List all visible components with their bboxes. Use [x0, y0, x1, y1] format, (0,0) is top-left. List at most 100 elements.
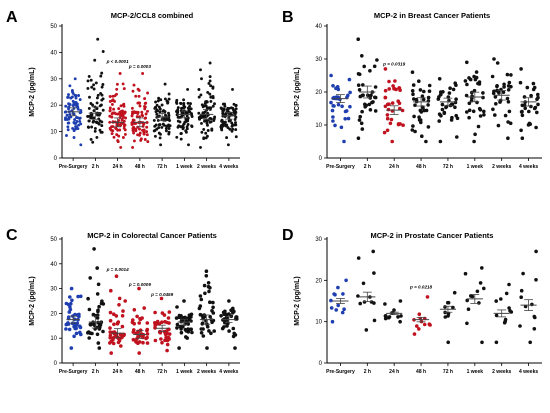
data-point	[438, 139, 443, 144]
data-point	[493, 95, 498, 99]
data-point	[166, 316, 171, 320]
data-point	[473, 77, 478, 82]
data-point	[156, 118, 160, 122]
data-point	[209, 99, 213, 103]
data-point	[206, 284, 211, 289]
data-point	[68, 307, 73, 312]
data-point	[78, 324, 82, 329]
data-point	[163, 110, 167, 114]
data-point	[64, 104, 68, 108]
data-point	[372, 64, 377, 69]
y-tick-label: 0	[319, 361, 323, 367]
data-point	[334, 308, 339, 312]
data-point	[209, 120, 213, 124]
data-point	[481, 91, 485, 95]
data-point	[131, 120, 135, 124]
data-point	[437, 119, 442, 123]
data-point	[234, 107, 238, 111]
data-point	[502, 82, 506, 87]
data-point	[78, 98, 82, 102]
data-point	[199, 327, 204, 331]
data-point	[413, 129, 417, 134]
data-point	[118, 72, 122, 75]
data-point	[96, 37, 100, 41]
data-point	[175, 135, 179, 139]
data-point	[208, 315, 212, 319]
data-point	[95, 120, 99, 124]
data-point	[114, 274, 119, 279]
data-point	[444, 105, 448, 110]
x-tick-label: Pre-Surgery	[326, 164, 355, 170]
data-point	[187, 143, 190, 147]
data-point	[501, 90, 506, 94]
data-point	[383, 314, 388, 318]
x-tick-label: 24 h	[389, 164, 399, 170]
data-point	[499, 297, 503, 301]
data-point	[502, 320, 507, 325]
data-point	[175, 98, 179, 102]
data-point	[165, 342, 170, 347]
data-point	[87, 106, 91, 110]
data-point	[396, 315, 400, 319]
data-point	[181, 127, 185, 131]
data-point	[87, 336, 91, 340]
data-point	[92, 83, 96, 87]
data-point	[72, 334, 76, 339]
data-point	[119, 145, 123, 149]
data-point	[137, 94, 141, 98]
data-point	[398, 299, 403, 303]
x-tick-label: 1 week	[176, 369, 193, 375]
data-point	[387, 79, 391, 84]
data-point	[441, 90, 445, 94]
data-point	[142, 128, 146, 132]
panel-label: C	[6, 227, 18, 244]
data-point	[206, 90, 210, 94]
data-point	[332, 104, 336, 108]
data-point	[91, 103, 95, 107]
data-point	[392, 87, 396, 91]
data-point	[424, 139, 428, 144]
data-point	[420, 94, 425, 98]
data-point	[390, 109, 395, 113]
data-point	[440, 102, 445, 107]
data-point	[475, 289, 480, 294]
data-point	[427, 89, 432, 93]
data-point	[91, 140, 95, 144]
data-point	[348, 90, 352, 95]
data-point	[133, 128, 137, 132]
data-point	[68, 84, 72, 88]
x-tick-label: 48 h	[416, 369, 426, 375]
data-point	[342, 139, 346, 144]
data-point	[66, 125, 70, 129]
data-point	[209, 84, 213, 88]
data-point	[329, 100, 333, 105]
data-point	[145, 327, 150, 332]
data-point	[329, 298, 333, 303]
data-point	[519, 288, 524, 293]
data-point	[465, 110, 469, 114]
data-point	[373, 85, 378, 89]
data-point	[505, 72, 510, 77]
data-point	[117, 134, 121, 138]
data-point	[358, 114, 363, 119]
data-point	[208, 75, 212, 79]
data-point	[205, 99, 209, 103]
y-tick-label: 10	[50, 336, 57, 342]
data-point	[531, 81, 536, 86]
y-axis-label: MCP-2 (pg/mL)	[29, 67, 36, 116]
data-point	[155, 103, 159, 107]
data-point	[130, 123, 134, 126]
data-point	[368, 108, 373, 112]
data-point	[184, 130, 188, 134]
data-point	[137, 340, 142, 344]
x-tick-label: 4 weeks	[219, 164, 238, 170]
data-point	[520, 113, 525, 118]
data-point	[144, 116, 148, 120]
data-point	[67, 93, 70, 97]
data-point	[186, 123, 190, 126]
p-value-annotation: p = 0.0459	[150, 292, 174, 297]
data-point	[421, 97, 426, 102]
data-point	[111, 94, 115, 98]
data-point	[467, 76, 471, 80]
data-point	[153, 124, 157, 128]
